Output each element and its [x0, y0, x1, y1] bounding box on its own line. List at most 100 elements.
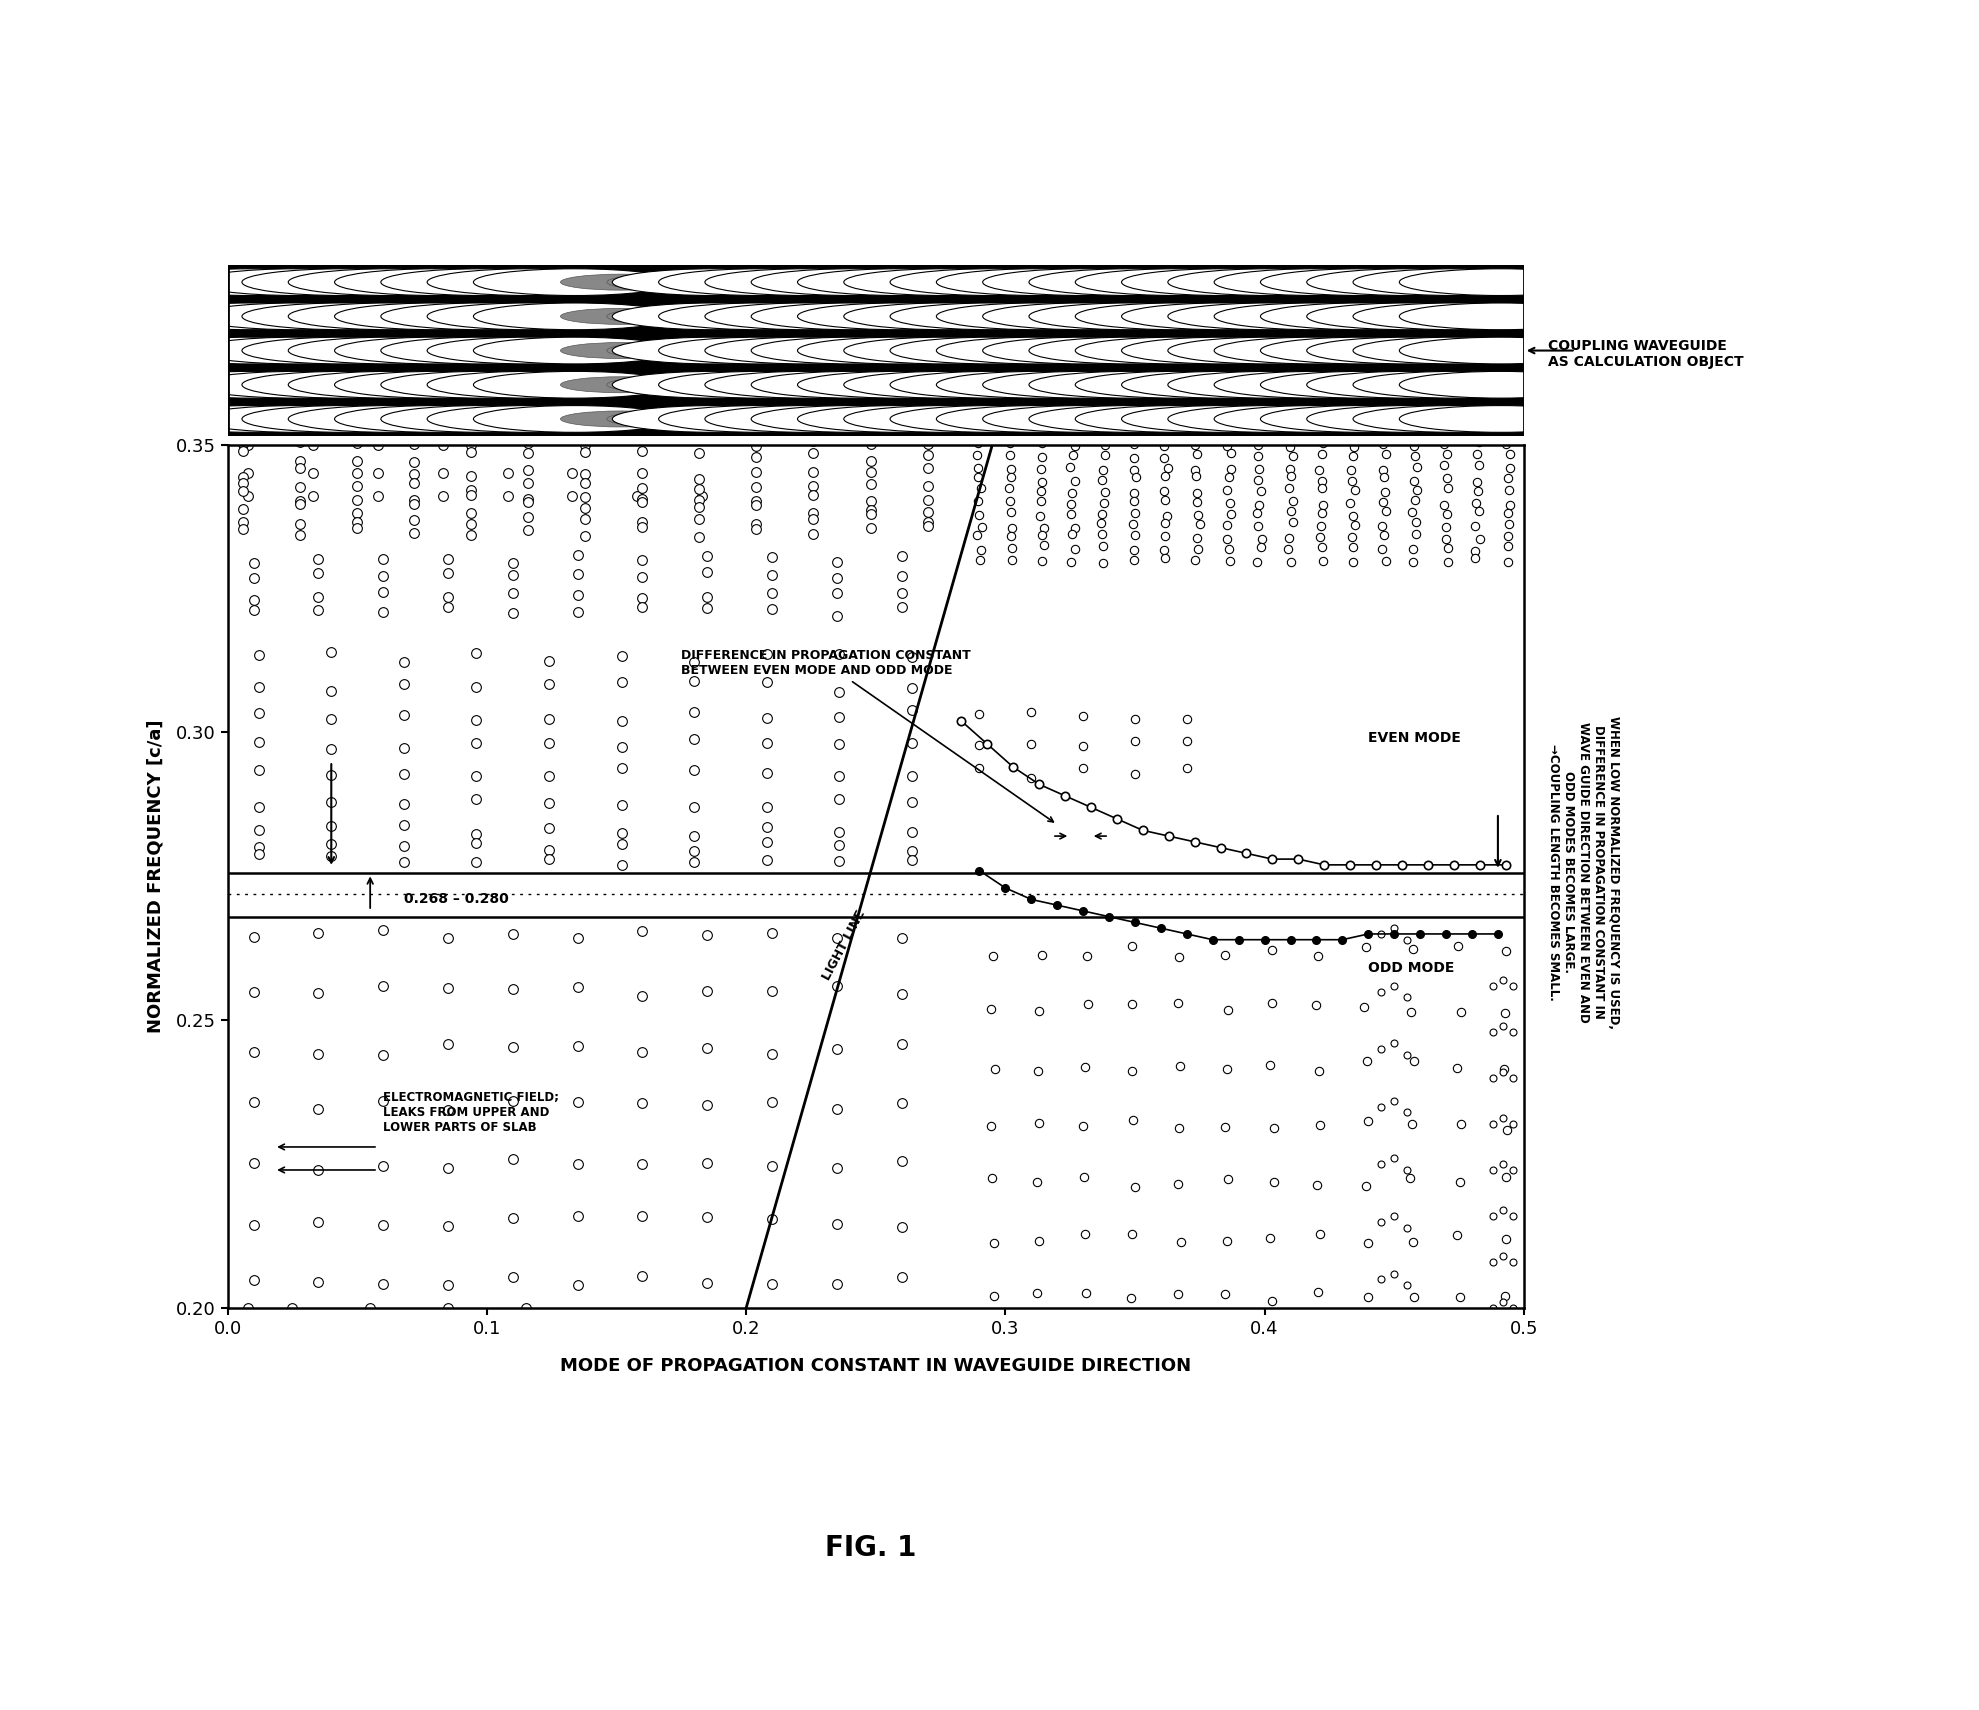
Circle shape: [1029, 303, 1231, 330]
Circle shape: [196, 268, 398, 296]
Circle shape: [612, 303, 815, 330]
Text: COUPLING WAVEGUIDE
AS CALCULATION OBJECT: COUPLING WAVEGUIDE AS CALCULATION OBJECT: [1548, 339, 1743, 369]
Circle shape: [1168, 337, 1371, 364]
Circle shape: [148, 303, 352, 330]
Circle shape: [608, 308, 728, 325]
Circle shape: [148, 337, 352, 364]
Circle shape: [659, 303, 861, 330]
Circle shape: [752, 405, 954, 433]
Text: 0.268 – 0.280: 0.268 – 0.280: [404, 893, 509, 906]
Circle shape: [1122, 371, 1324, 398]
Text: ODD MODE: ODD MODE: [1367, 961, 1455, 975]
Circle shape: [427, 405, 629, 433]
Circle shape: [1029, 371, 1231, 398]
X-axis label: MODE OF PROPAGATION CONSTANT IN WAVEGUIDE DIRECTION: MODE OF PROPAGATION CONSTANT IN WAVEGUID…: [560, 1358, 1191, 1375]
Circle shape: [473, 337, 677, 364]
Circle shape: [984, 268, 1185, 296]
Circle shape: [1215, 405, 1417, 433]
Circle shape: [936, 371, 1140, 398]
Circle shape: [473, 405, 677, 433]
Text: LIGHT LINE: LIGHT LINE: [821, 908, 869, 983]
Circle shape: [843, 268, 1047, 296]
Circle shape: [843, 371, 1047, 398]
Circle shape: [473, 371, 677, 398]
Circle shape: [241, 337, 445, 364]
Circle shape: [334, 405, 536, 433]
Circle shape: [1306, 405, 1510, 433]
Text: WHEN LOW NORMALIZED FREQUENCY IS USED,
DIFFERENCE IN PROPAGATION CONSTANT IN
WAV: WHEN LOW NORMALIZED FREQUENCY IS USED, D…: [1548, 715, 1619, 1029]
Circle shape: [1399, 371, 1603, 398]
Circle shape: [1215, 268, 1417, 296]
Circle shape: [936, 303, 1140, 330]
Circle shape: [1029, 268, 1231, 296]
Circle shape: [560, 274, 681, 291]
Circle shape: [1168, 371, 1371, 398]
Circle shape: [659, 337, 861, 364]
Circle shape: [752, 268, 954, 296]
Circle shape: [196, 371, 398, 398]
Circle shape: [798, 405, 999, 433]
Circle shape: [984, 337, 1185, 364]
Circle shape: [1306, 337, 1510, 364]
Circle shape: [1354, 405, 1555, 433]
Circle shape: [1354, 337, 1555, 364]
Circle shape: [473, 268, 677, 296]
Circle shape: [1122, 337, 1324, 364]
Circle shape: [1306, 303, 1510, 330]
Circle shape: [608, 376, 728, 393]
Circle shape: [705, 337, 908, 364]
Circle shape: [427, 337, 629, 364]
Circle shape: [752, 303, 954, 330]
Circle shape: [334, 371, 536, 398]
Circle shape: [1306, 371, 1510, 398]
Circle shape: [196, 337, 398, 364]
Circle shape: [612, 371, 815, 398]
Circle shape: [1306, 268, 1510, 296]
Circle shape: [608, 410, 728, 428]
Circle shape: [241, 303, 445, 330]
Circle shape: [1399, 405, 1603, 433]
Circle shape: [1122, 405, 1324, 433]
Circle shape: [1029, 405, 1231, 433]
Circle shape: [1261, 405, 1462, 433]
Circle shape: [427, 268, 629, 296]
Circle shape: [1122, 303, 1324, 330]
Circle shape: [1215, 371, 1417, 398]
Circle shape: [659, 405, 861, 433]
Circle shape: [608, 274, 728, 291]
Circle shape: [334, 337, 536, 364]
Circle shape: [380, 303, 584, 330]
Circle shape: [334, 303, 536, 330]
Circle shape: [798, 371, 999, 398]
Circle shape: [798, 268, 999, 296]
Circle shape: [427, 371, 629, 398]
Circle shape: [241, 405, 445, 433]
Circle shape: [1261, 268, 1462, 296]
Circle shape: [936, 268, 1140, 296]
Circle shape: [1168, 303, 1371, 330]
Circle shape: [984, 303, 1185, 330]
Circle shape: [843, 405, 1047, 433]
Circle shape: [380, 337, 584, 364]
Circle shape: [380, 405, 584, 433]
Circle shape: [1354, 371, 1555, 398]
Circle shape: [1168, 268, 1371, 296]
Circle shape: [560, 376, 681, 393]
Circle shape: [659, 268, 861, 296]
Circle shape: [196, 405, 398, 433]
Circle shape: [148, 371, 352, 398]
Text: DIFFERENCE IN PROPAGATION CONSTANT
BETWEEN EVEN MODE AND ODD MODE: DIFFERENCE IN PROPAGATION CONSTANT BETWE…: [681, 650, 1053, 823]
Circle shape: [560, 410, 681, 428]
Circle shape: [891, 405, 1092, 433]
Circle shape: [1075, 303, 1278, 330]
Circle shape: [289, 268, 491, 296]
Circle shape: [612, 337, 815, 364]
Circle shape: [1354, 303, 1555, 330]
Circle shape: [1075, 405, 1278, 433]
Circle shape: [705, 268, 908, 296]
Circle shape: [612, 268, 815, 296]
Circle shape: [891, 337, 1092, 364]
Circle shape: [891, 303, 1092, 330]
Circle shape: [843, 337, 1047, 364]
Circle shape: [560, 342, 681, 359]
